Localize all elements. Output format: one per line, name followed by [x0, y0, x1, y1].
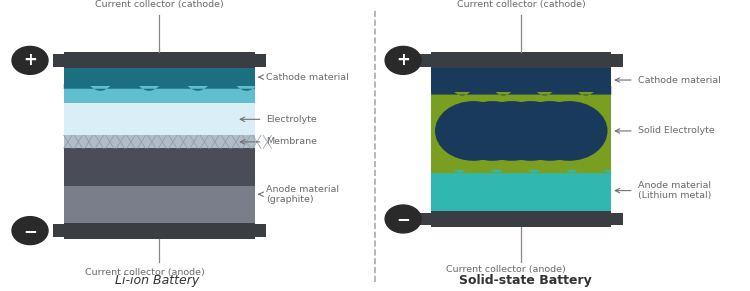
Text: +: +: [23, 52, 37, 69]
Polygon shape: [431, 162, 611, 173]
Polygon shape: [431, 85, 611, 95]
Text: −: −: [396, 210, 410, 228]
Circle shape: [473, 101, 550, 161]
Bar: [431, 211, 611, 227]
Text: Solid Electrolyte: Solid Electrolyte: [638, 127, 714, 135]
Bar: [431, 92, 611, 170]
Bar: [64, 135, 255, 148]
Text: Solid-state Battery: Solid-state Battery: [458, 274, 591, 287]
Text: Current collector (cathode): Current collector (cathode): [457, 0, 586, 9]
Polygon shape: [64, 78, 255, 91]
Bar: [255, 54, 266, 67]
Circle shape: [530, 101, 608, 161]
Circle shape: [386, 47, 422, 74]
Text: Cathode material: Cathode material: [638, 76, 720, 84]
Bar: [64, 52, 255, 68]
Bar: [611, 213, 622, 225]
Circle shape: [12, 47, 48, 74]
Circle shape: [12, 217, 48, 244]
Text: Electrolyte: Electrolyte: [266, 115, 317, 124]
Bar: [431, 68, 611, 92]
Text: Anode material
(graphite): Anode material (graphite): [266, 184, 339, 204]
Text: Current collector (cathode): Current collector (cathode): [95, 0, 224, 9]
Text: +: +: [396, 52, 410, 69]
Bar: [64, 68, 255, 103]
Text: Current collector (anode): Current collector (anode): [446, 265, 566, 274]
Text: Anode material
(Lithium metal): Anode material (Lithium metal): [638, 181, 711, 200]
Text: Membrane: Membrane: [266, 137, 317, 146]
Bar: [64, 186, 255, 223]
Text: Li-ion Battery: Li-ion Battery: [116, 274, 200, 287]
Bar: [64, 103, 255, 135]
Bar: [64, 223, 255, 239]
Circle shape: [492, 101, 569, 161]
Circle shape: [386, 205, 422, 233]
Bar: [431, 170, 611, 211]
Bar: [53, 54, 64, 67]
Text: −: −: [23, 222, 37, 239]
Bar: [64, 148, 255, 186]
Bar: [64, 68, 255, 86]
Bar: [420, 54, 431, 67]
Circle shape: [435, 101, 512, 161]
Bar: [431, 52, 611, 68]
Bar: [255, 224, 266, 237]
Bar: [611, 54, 622, 67]
Text: Cathode material: Cathode material: [266, 73, 349, 81]
Bar: [53, 224, 64, 237]
Circle shape: [454, 101, 531, 161]
Text: Current collector (anode): Current collector (anode): [85, 268, 204, 277]
Bar: [420, 213, 431, 225]
Circle shape: [512, 101, 589, 161]
